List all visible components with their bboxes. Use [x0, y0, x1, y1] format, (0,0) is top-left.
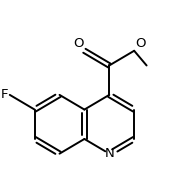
- Text: N: N: [104, 147, 114, 160]
- Text: O: O: [73, 37, 83, 50]
- Text: O: O: [135, 37, 146, 50]
- Text: F: F: [1, 88, 9, 101]
